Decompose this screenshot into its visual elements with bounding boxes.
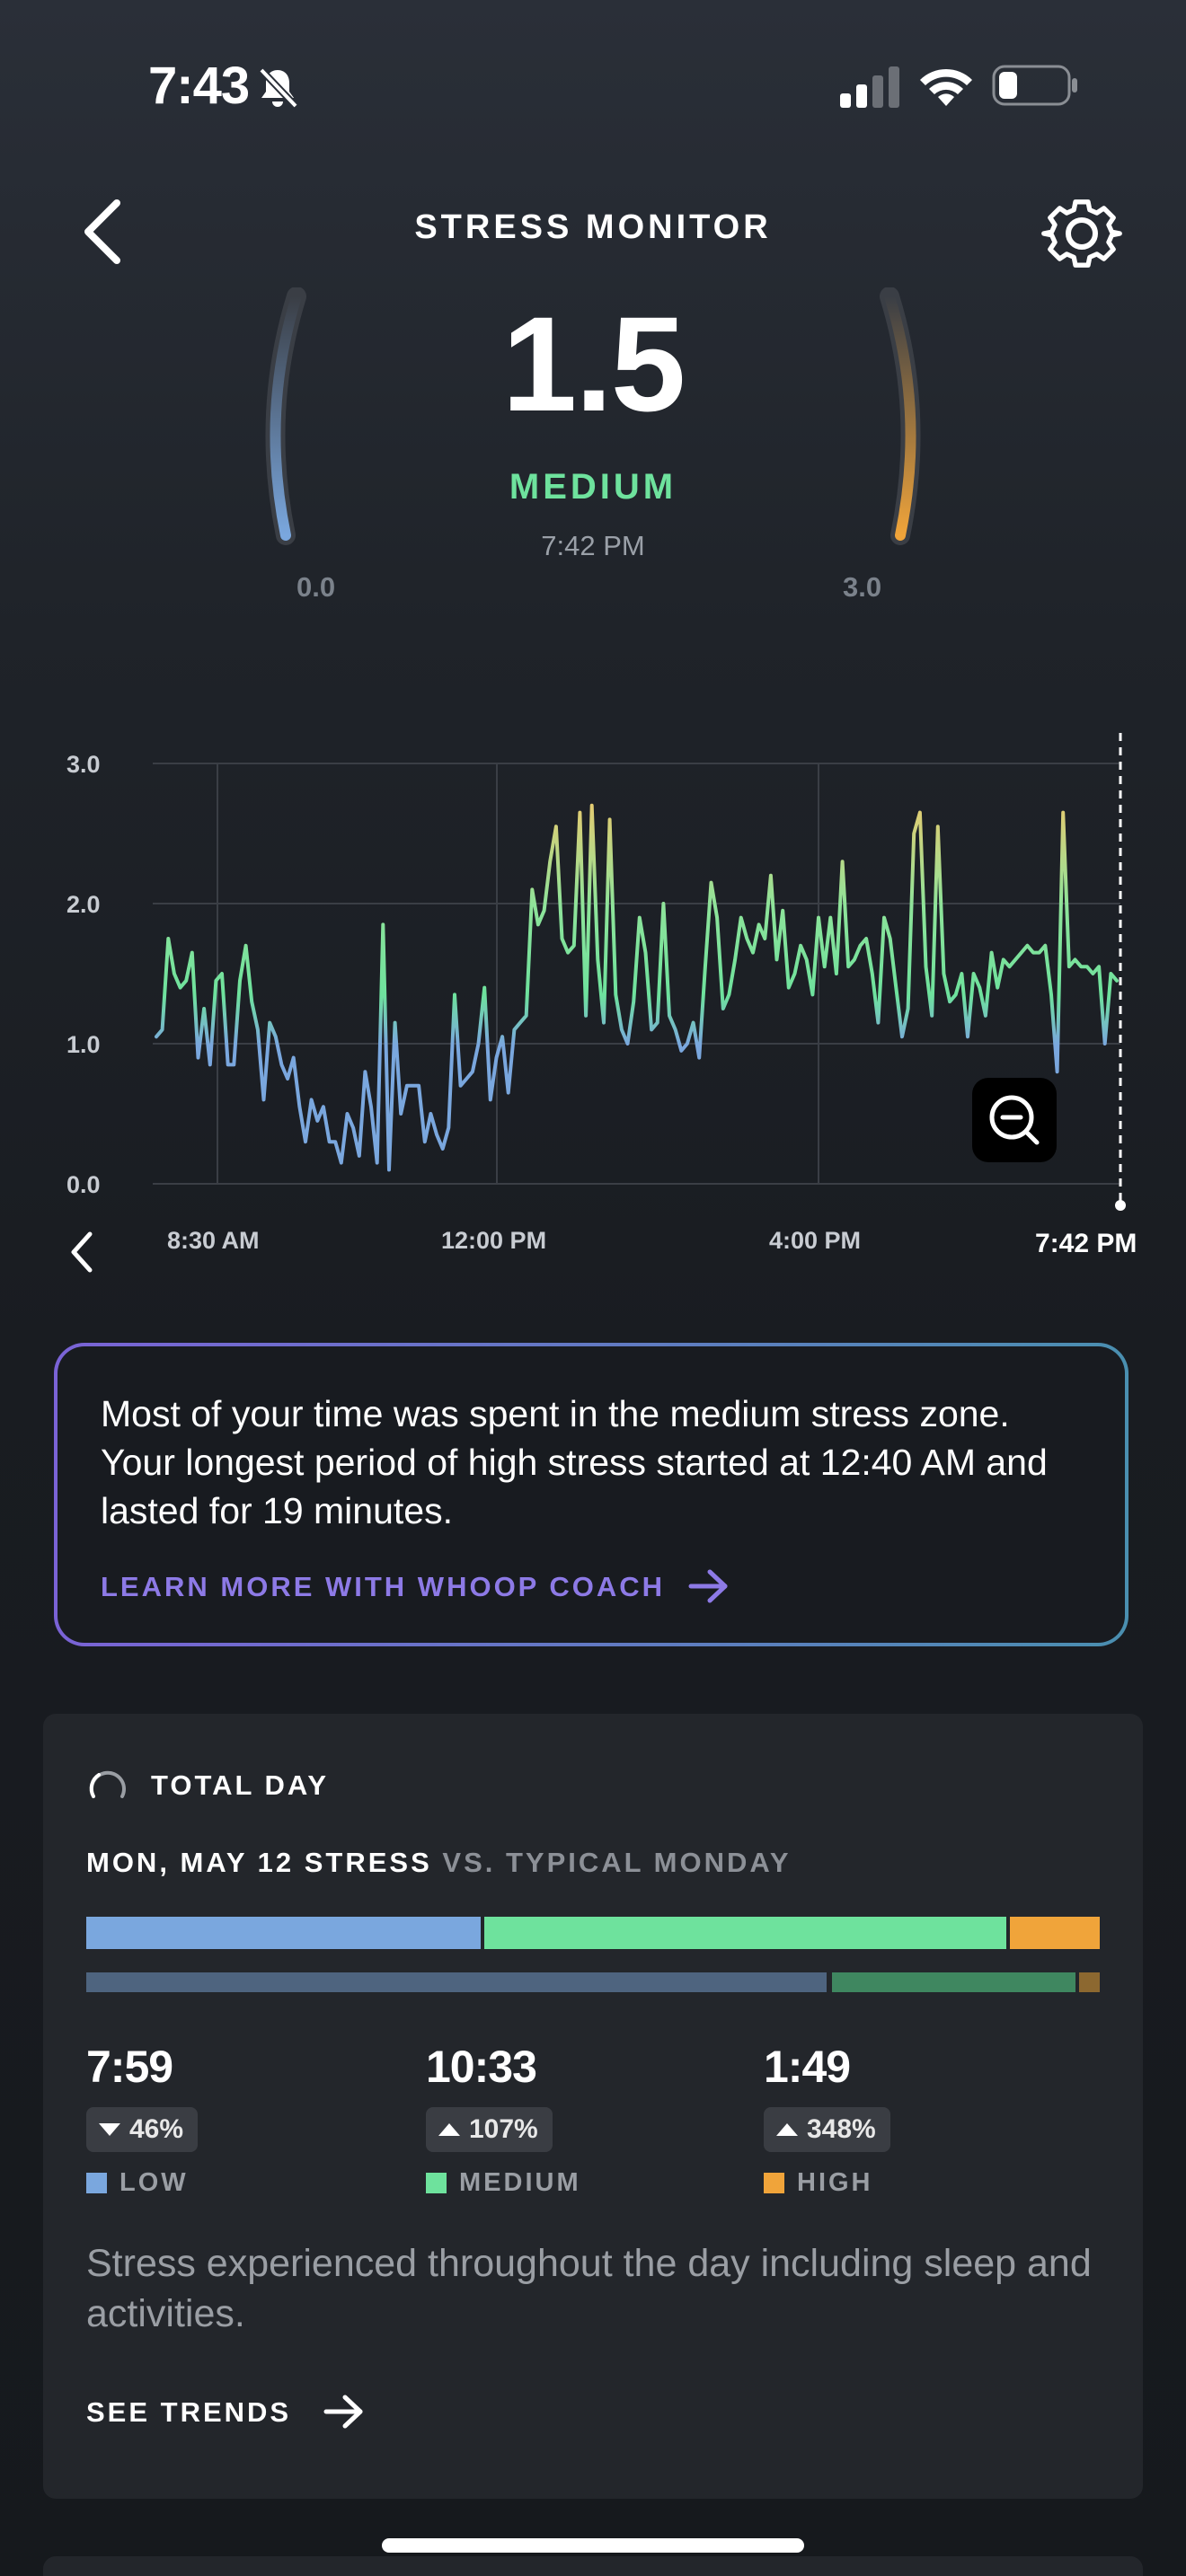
- medium-swatch: [426, 2173, 447, 2193]
- high-change-value: 348%: [807, 2114, 876, 2144]
- battery-icon: [992, 65, 1077, 106]
- y-tick-label: 1.0: [66, 1031, 101, 1058]
- total-day-gauge-icon: [89, 1770, 126, 1798]
- stress-line-chart[interactable]: [0, 719, 1186, 1222]
- next-card-peek: [43, 2556, 1143, 2576]
- wifi-icon: [920, 68, 972, 106]
- see-trends-button[interactable]: SEE TRENDS: [86, 2395, 365, 2430]
- medium-legend: MEDIUM: [426, 2168, 581, 2198]
- high-swatch: [764, 2173, 784, 2193]
- current-time-label: 7:42 PM: [1035, 1229, 1137, 1258]
- chart-grid: [153, 763, 1120, 1185]
- insight-card: Most of your time was spent in the mediu…: [54, 1343, 1128, 1646]
- gauge-min-label: 0.0: [296, 571, 336, 603]
- comparison-date: MON, MAY 12 STRESS: [86, 1847, 432, 1878]
- x-tick-label: 8:30 AM: [167, 1227, 260, 1254]
- low-legend: LOW: [86, 2168, 189, 2198]
- today-low-segment: [86, 1917, 482, 1949]
- typical-distribution-bar: [86, 1972, 1100, 1992]
- page-title: STRESS MONITOR: [414, 208, 772, 246]
- high-label: HIGH: [797, 2168, 873, 2197]
- today-high-segment: [1009, 1917, 1100, 1949]
- arrow-right-icon: [688, 1569, 728, 1603]
- gauge-low-arc: [265, 287, 306, 545]
- medium-label: MEDIUM: [459, 2168, 581, 2197]
- triangle-up-icon: [776, 2123, 798, 2136]
- y-tick-label: 2.0: [66, 891, 101, 918]
- triangle-down-icon: [99, 2123, 120, 2136]
- current-time-dot: [1115, 1200, 1126, 1211]
- medium-change-badge: 107%: [426, 2107, 553, 2152]
- today-distribution-bar: [86, 1917, 1100, 1949]
- y-tick-label: 3.0: [66, 751, 101, 778]
- typical-low-segment: [86, 1972, 828, 1992]
- high-change-badge: 348%: [764, 2107, 890, 2152]
- stress-score: 1.5: [501, 288, 686, 439]
- stress-level: MEDIUM: [509, 467, 677, 507]
- medium-duration: 10:33: [426, 2042, 537, 2092]
- status-time: 7:43: [148, 57, 250, 115]
- silent-bell-icon: [259, 67, 298, 109]
- gauge-max-label: 3.0: [843, 571, 882, 603]
- low-swatch: [86, 2173, 107, 2193]
- x-tick-label: 12:00 PM: [441, 1227, 547, 1254]
- low-change-value: 46%: [129, 2114, 184, 2144]
- back-button[interactable]: [77, 198, 128, 266]
- chart-previous-button[interactable]: [68, 1231, 95, 1274]
- gauge-high-arc: [880, 287, 921, 545]
- typical-medium-segment: [832, 1972, 1076, 1992]
- insight-text: Most of your time was spent in the mediu…: [101, 1393, 1048, 1531]
- stress-series-line: [155, 803, 1119, 1172]
- total-day-card: TOTAL DAY MON, MAY 12 STRESS VS. TYPICAL…: [43, 1714, 1143, 2499]
- triangle-up-icon: [438, 2123, 460, 2136]
- learn-more-link[interactable]: LEARN MORE WITH WHOOP COACH: [101, 1569, 730, 1604]
- high-legend: HIGH: [764, 2168, 873, 2198]
- today-medium-segment: [484, 1917, 1006, 1949]
- x-tick-label: 4:00 PM: [769, 1227, 862, 1254]
- reading-time: 7:42 PM: [541, 530, 645, 561]
- arrow-right-icon: [323, 2395, 363, 2429]
- cellular-signal-icon: [840, 66, 899, 108]
- comparison-heading: MON, MAY 12 STRESS VS. TYPICAL MONDAY: [86, 1847, 792, 1879]
- y-tick-label: 0.0: [66, 1171, 101, 1198]
- comparison-baseline: VS. TYPICAL MONDAY: [442, 1847, 792, 1878]
- settings-gear-icon[interactable]: [1039, 190, 1125, 277]
- total-day-title: TOTAL DAY: [151, 1769, 330, 1801]
- medium-change-value: 107%: [469, 2114, 538, 2144]
- typical-high-segment: [1079, 1972, 1100, 1992]
- home-indicator[interactable]: [382, 2538, 804, 2553]
- high-duration: 1:49: [764, 2042, 851, 2092]
- low-duration: 7:59: [86, 2042, 173, 2092]
- zoom-out-button[interactable]: [972, 1078, 1057, 1162]
- total-day-description: Stress experienced throughout the day in…: [86, 2242, 1092, 2335]
- see-trends-label: SEE TRENDS: [86, 2396, 292, 2428]
- zoom-out-icon: [989, 1095, 1040, 1145]
- learn-more-label: LEARN MORE WITH WHOOP COACH: [101, 1571, 666, 1602]
- low-label: LOW: [119, 2168, 189, 2197]
- low-change-badge: 46%: [86, 2107, 199, 2152]
